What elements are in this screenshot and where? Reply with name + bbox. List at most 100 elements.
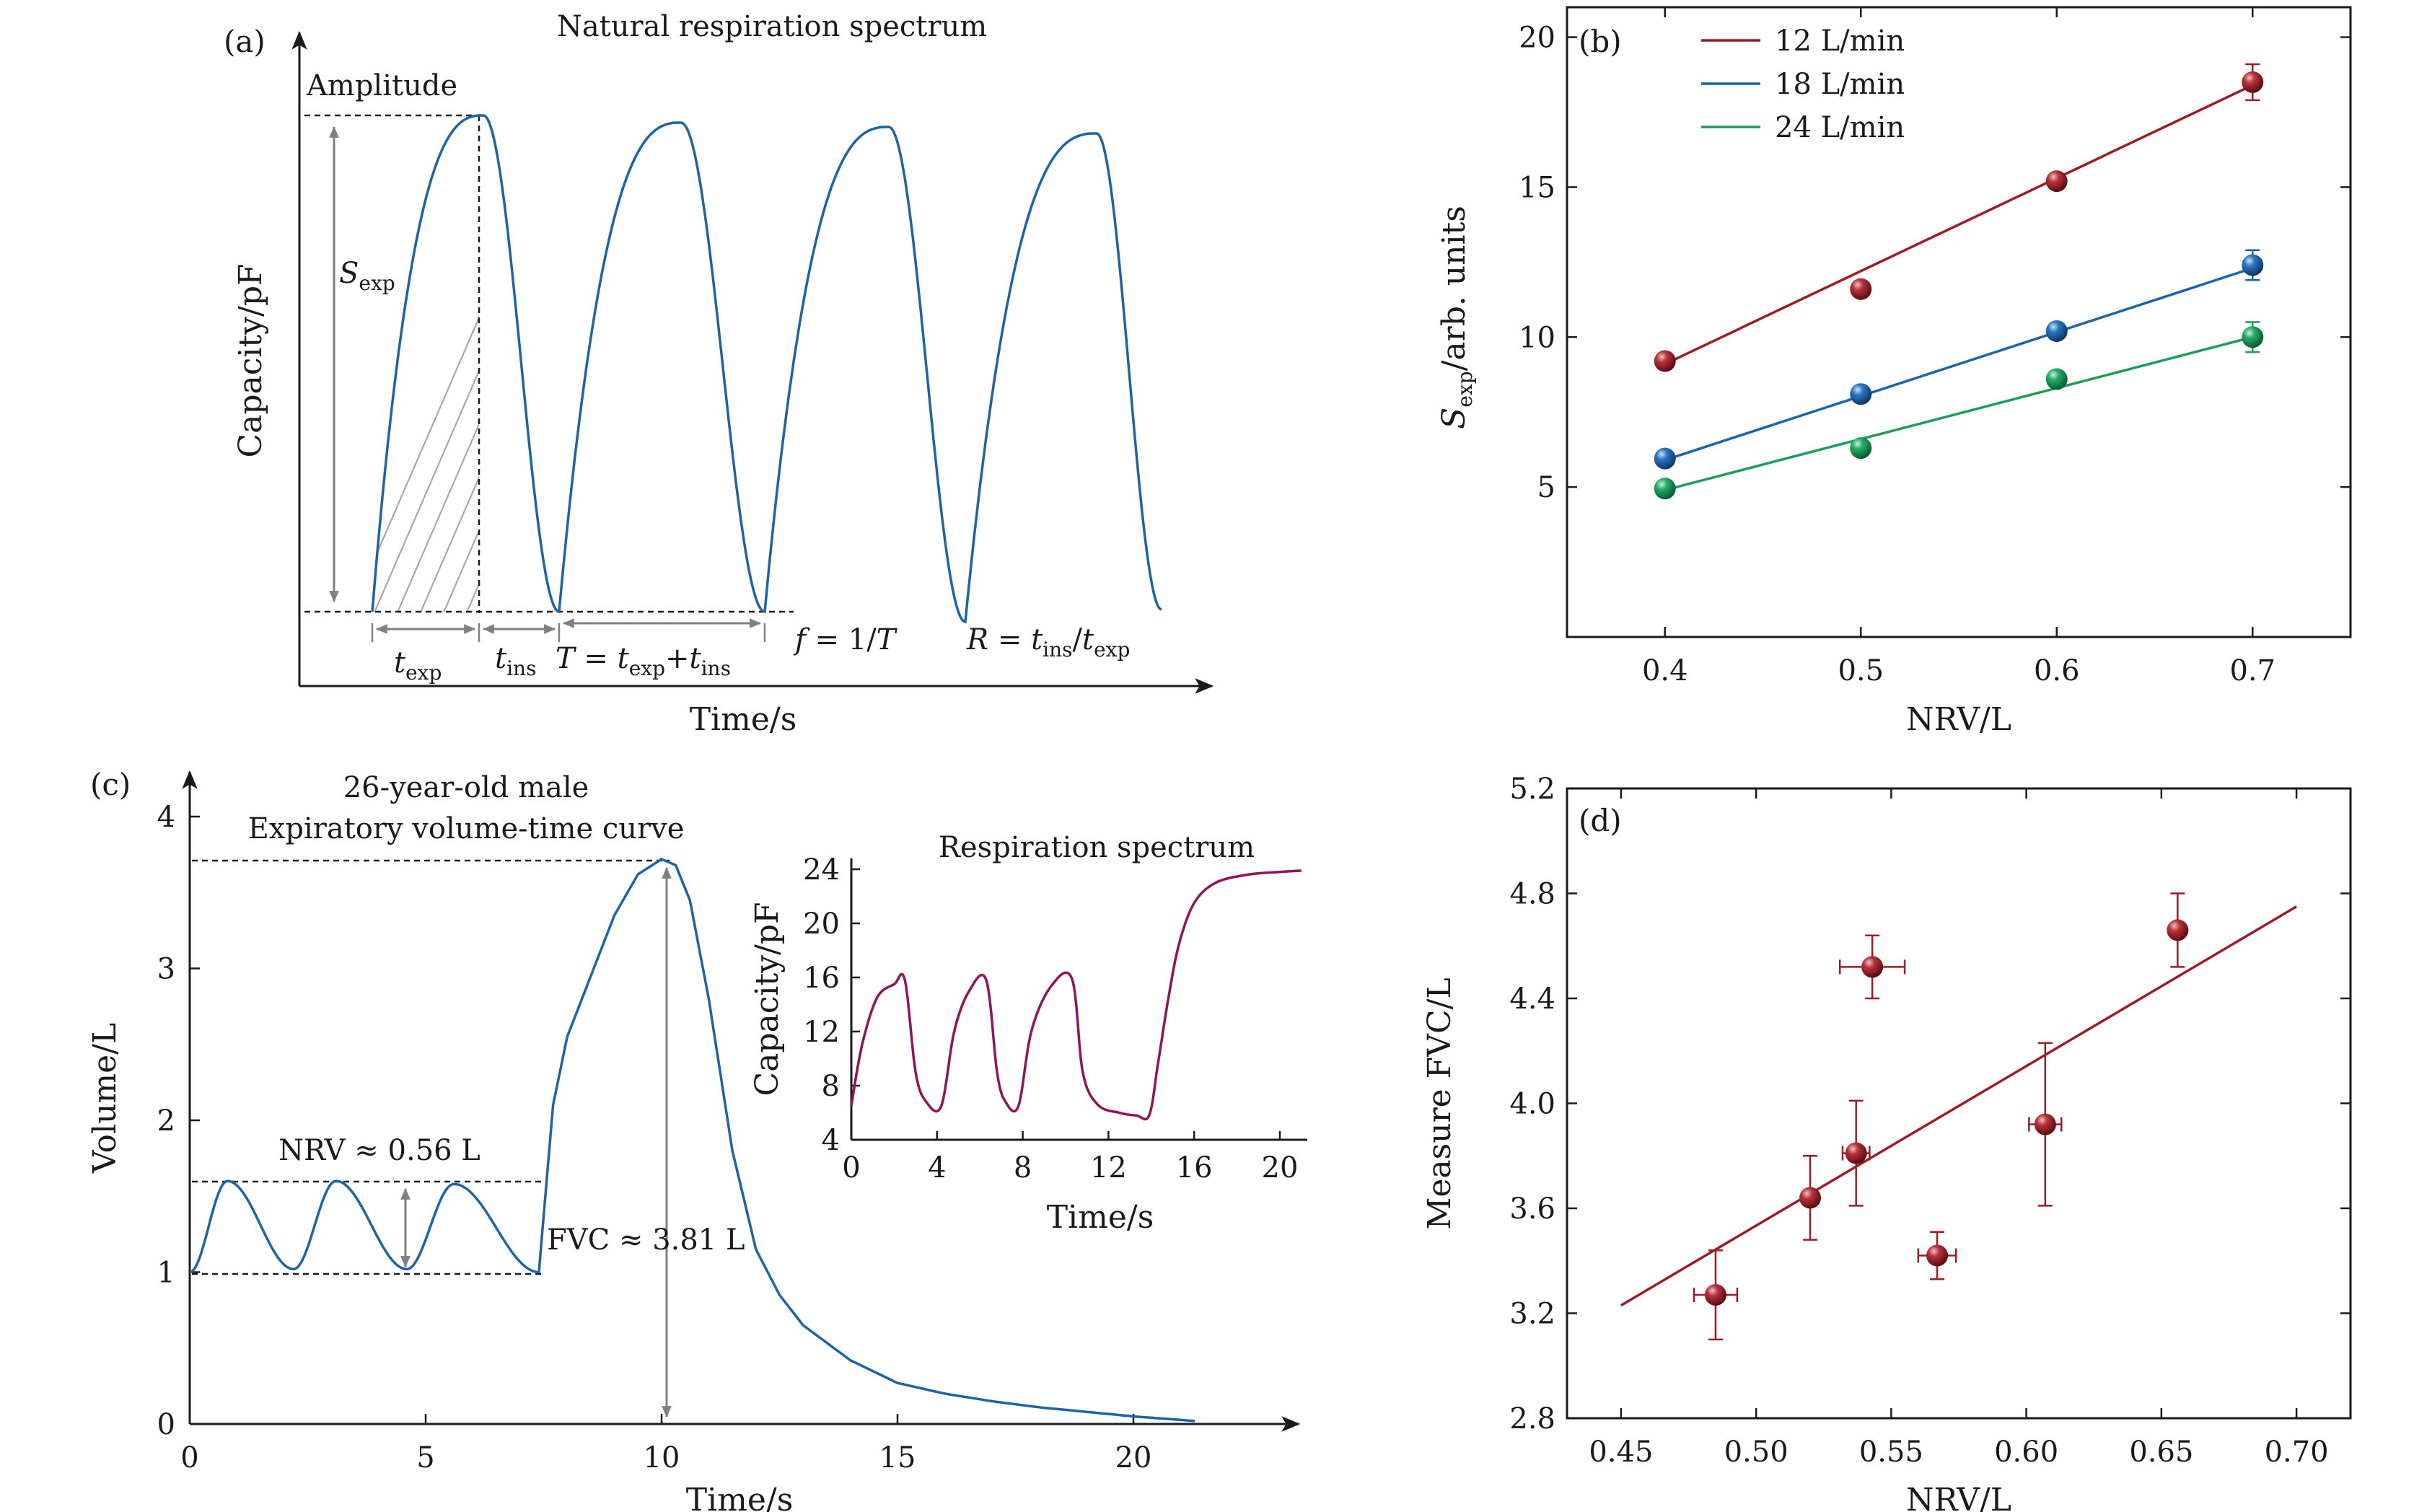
panel-b-y-label: Sexp/arb. units xyxy=(1436,206,1477,429)
inset-x-tick-label: 16 xyxy=(1176,1151,1213,1184)
data-point xyxy=(2045,368,2068,390)
panel-b: (b) 0.4 0.5 0.6 0.7 5 10 15 20 NRV/L Sexp/arb. … xyxy=(1436,6,2352,738)
panel-b-ticks: 0.4 0.5 0.6 0.7 5 10 15 20 xyxy=(1519,7,2351,687)
inset-title: Respiration spectrum xyxy=(939,831,1255,864)
hatch-line xyxy=(476,207,479,612)
hatch-line xyxy=(501,208,688,641)
hatch-line xyxy=(524,208,711,641)
panel-c-x-tick-label: 10 xyxy=(644,1441,680,1474)
hatch-line xyxy=(372,207,479,612)
panel-d-data xyxy=(1620,892,2297,1341)
hatch-line xyxy=(755,208,942,641)
inset-x-tick-label: 20 xyxy=(1262,1151,1299,1184)
panel-d-y-tick-label: 4.4 xyxy=(1509,983,1555,1016)
panel-a-y-label: Capacity/pF xyxy=(232,263,269,457)
frequency-equation: f = 1/T xyxy=(793,623,898,656)
inset-y-tick-label: 4 xyxy=(822,1124,840,1157)
panel-c-volume-curve xyxy=(189,857,1195,1423)
panel-d-frame xyxy=(1566,787,2352,1420)
panel-b-frame xyxy=(1566,6,2352,638)
panel-d-y-tick-label: 3.6 xyxy=(1509,1192,1555,1226)
data-point xyxy=(1845,1142,1867,1164)
s-exp-label: Sexp xyxy=(339,257,395,295)
hatch-line xyxy=(453,207,479,612)
panel-d-y-tick-label: 2.8 xyxy=(1509,1402,1555,1436)
panel-c-x-tick-label: 0 xyxy=(180,1441,198,1474)
panel-b-x-tick-label: 0.6 xyxy=(2034,654,2080,687)
data-point xyxy=(1654,478,1676,500)
amplitude-label: Amplitude xyxy=(306,69,457,102)
inset-x-tick-label: 12 xyxy=(1090,1151,1127,1184)
panel-c-y-tick-label: 2 xyxy=(157,1104,175,1138)
fit-line xyxy=(1664,267,2253,462)
inset-y-tick-label: 20 xyxy=(803,907,840,941)
period-equation: T = texp+tins xyxy=(556,642,731,680)
panel-c-inset: Respiration spectrum 0 4 8 12 16 204812162024… xyxy=(749,831,1307,1236)
panel-d-x-tick-label: 0.45 xyxy=(1589,1436,1653,1469)
panel-d-y-tick-label: 3.2 xyxy=(1509,1298,1555,1331)
data-point xyxy=(1850,437,1872,460)
panel-c-y-tick-label: 3 xyxy=(157,953,175,986)
hatch-line xyxy=(639,208,827,641)
t-exp-label: texp xyxy=(394,646,442,685)
data-point xyxy=(2242,326,2264,348)
hatch-line xyxy=(430,207,479,612)
panel-c: (c) 26-year-old male Expiratory volume-t… xyxy=(87,767,1307,1512)
fit-line xyxy=(1620,905,2297,1307)
hatch-line xyxy=(593,208,781,641)
data-point xyxy=(2167,919,2189,941)
panel-b-data xyxy=(1654,63,2264,500)
panel-c-x-tick-label: 15 xyxy=(879,1441,916,1474)
data-point xyxy=(1654,350,1676,372)
panel-b-x-tick-label: 0.5 xyxy=(1838,654,1884,687)
panel-d-y-label: Measure FVC/L xyxy=(1421,977,1458,1229)
legend-label: 18 L/min xyxy=(1775,68,1905,101)
panel-c-tag: (c) xyxy=(90,767,131,802)
panel-d-x-tick-label: 0.70 xyxy=(2265,1436,2329,1469)
data-point xyxy=(2034,1113,2056,1135)
data-point xyxy=(2045,170,2068,193)
data-point xyxy=(1799,1187,1822,1209)
hatch-line xyxy=(662,208,850,641)
panel-c-x-tick-label: 5 xyxy=(416,1441,434,1474)
panel-d-x-tick-label: 0.50 xyxy=(1724,1436,1788,1469)
inset-respiration-curve xyxy=(850,869,1302,1121)
panel-a-title: Natural respiration spectrum xyxy=(557,10,987,43)
hatch-line xyxy=(372,207,479,612)
panel-c-y-tick-label: 1 xyxy=(157,1257,175,1290)
panel-d: (d) 0.45 0.50 0.55 0.60 0.65 0.70 2.8 3.2 3.6 4.0… xyxy=(1421,773,2352,1512)
hatch-line xyxy=(384,207,479,612)
t-ins-label: tins xyxy=(495,642,536,680)
panel-d-x-tick-label: 0.60 xyxy=(1994,1436,2058,1469)
data-point xyxy=(2045,320,2068,342)
hatch-line xyxy=(801,208,988,641)
fvc-label: FVC ≈ 3.81 L xyxy=(547,1223,745,1257)
inset-y-tick-label: 12 xyxy=(803,1016,840,1049)
panel-d-x-tick-label: 0.65 xyxy=(2129,1436,2193,1469)
inset-y-tick-label: 8 xyxy=(822,1070,840,1103)
panel-b-x-tick-label: 0.7 xyxy=(2229,654,2275,687)
inset-y-tick-label: 16 xyxy=(803,962,840,995)
panel-a-hatch xyxy=(372,207,988,641)
data-point xyxy=(2242,254,2264,276)
panel-b-y-tick-label: 20 xyxy=(1519,22,1555,55)
data-point xyxy=(2242,71,2264,93)
panel-d-y-tick-label: 4.0 xyxy=(1509,1088,1555,1121)
fit-line xyxy=(1664,335,2253,491)
panel-b-y-tick-label: 5 xyxy=(1537,471,1555,504)
fit-line xyxy=(1664,84,2254,366)
panel-d-y-tick-label: 5.2 xyxy=(1509,773,1555,806)
inset-y-tick-label: 24 xyxy=(803,853,840,887)
hatch-line xyxy=(778,208,965,641)
inset-x-tick-label: 8 xyxy=(1014,1151,1032,1184)
panel-c-x-tick-label: 20 xyxy=(1115,1441,1152,1474)
panel-d-x-tick-label: 0.55 xyxy=(1859,1436,1923,1469)
panel-b-x-label: NRV/L xyxy=(1906,701,2011,738)
panel-b-x-tick-label: 0.4 xyxy=(1642,654,1688,687)
data-point xyxy=(1850,383,1872,405)
ratio-equation: R = tins/texp xyxy=(966,623,1130,662)
legend-label: 12 L/min xyxy=(1775,25,1905,58)
panel-a-respiration-curve xyxy=(371,114,1162,624)
